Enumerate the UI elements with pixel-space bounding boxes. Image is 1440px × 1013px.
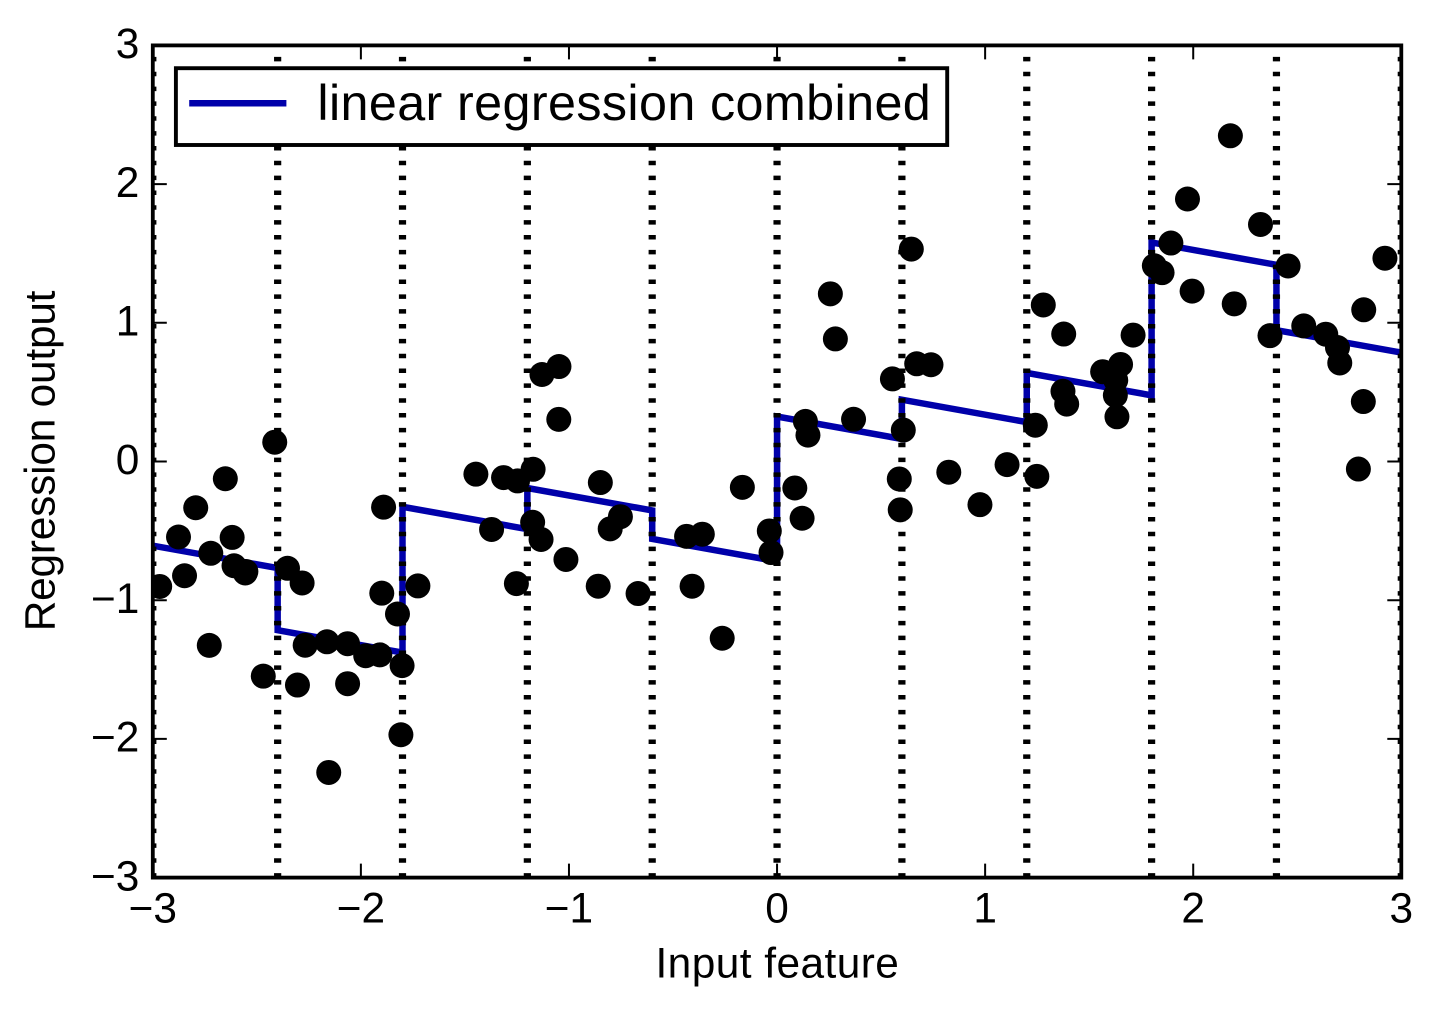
svg-text:0: 0 [765,885,789,932]
svg-text:−1: −1 [545,885,593,932]
svg-text:3: 3 [1390,885,1414,932]
svg-text:2: 2 [1181,885,1205,932]
svg-text:1: 1 [116,298,140,345]
svg-text:0: 0 [116,436,140,483]
svg-text:−2: −2 [337,885,385,932]
svg-text:Input feature: Input feature [655,940,899,987]
svg-text:linear regression combined: linear regression combined [317,74,931,131]
svg-text:−1: −1 [91,575,139,622]
svg-text:−2: −2 [91,714,139,761]
svg-text:1: 1 [973,885,997,932]
svg-text:Regression output: Regression output [17,290,64,631]
svg-text:3: 3 [116,20,140,67]
svg-text:−3: −3 [129,885,177,932]
svg-text:−3: −3 [91,852,139,899]
svg-text:2: 2 [116,159,140,206]
